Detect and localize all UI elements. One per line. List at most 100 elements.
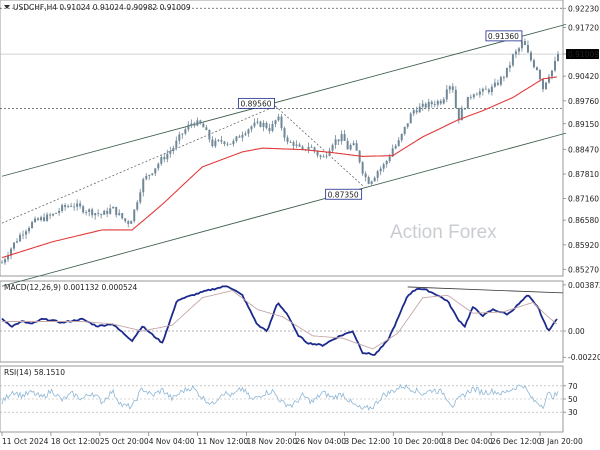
candle-body: [547, 76, 550, 83]
candle-body: [538, 69, 541, 80]
candle: [253, 118, 256, 129]
candle: [433, 100, 436, 108]
main-panel-frame: [0, 0, 564, 277]
candle: [259, 120, 262, 128]
candle: [217, 139, 220, 143]
candle-body: [490, 86, 493, 93]
candle-body: [493, 82, 496, 87]
candle: [502, 75, 505, 82]
candle-body: [283, 128, 286, 138]
candle-body: [154, 168, 157, 174]
candle-body: [10, 248, 13, 256]
candle-body: [202, 123, 205, 128]
candle: [295, 140, 298, 148]
candle-body: [127, 221, 130, 224]
candle-body: [439, 101, 442, 104]
candle: [379, 166, 382, 176]
candle: [82, 204, 85, 214]
candle-body: [85, 211, 88, 213]
candle: [403, 126, 406, 136]
candle-body: [82, 206, 85, 213]
candle: [508, 61, 511, 73]
candle-body: [217, 139, 220, 141]
candle: [289, 140, 292, 143]
candle: [85, 210, 88, 216]
candle: [172, 145, 175, 155]
candle: [130, 220, 133, 224]
candle: [355, 140, 358, 151]
main-price-layer: 0.89560 0.87350 0.91360: [0, 7, 567, 287]
candle: [196, 117, 199, 127]
x-tick-label: 11 Oct 2024: [2, 437, 49, 446]
candle-body: [205, 127, 208, 131]
candle-body: [115, 206, 118, 216]
current-price-label: 0.91009: [568, 50, 599, 59]
candle: [88, 208, 91, 217]
candle-body: [208, 130, 211, 140]
candle-body: [274, 120, 277, 124]
candle-body: [445, 89, 448, 100]
rsi-tick-label: 30: [568, 408, 578, 417]
candle-body: [415, 110, 418, 113]
candle-body: [541, 79, 544, 90]
channel-line-0: [1, 23, 567, 177]
candle-body: [13, 242, 16, 249]
candle-body: [148, 174, 151, 176]
candle-body: [451, 86, 454, 90]
candle-body: [370, 181, 373, 184]
candle-body: [289, 141, 292, 143]
y-tick-label: 0.85920: [568, 241, 599, 250]
candle: [274, 119, 277, 128]
candle-body: [37, 218, 40, 221]
annotation-box: [325, 188, 363, 200]
candle-body: [25, 231, 28, 235]
current-price-box: [566, 49, 599, 60]
y-tick-label: 0.89760: [568, 97, 599, 106]
candle: [136, 200, 139, 212]
candle-body: [433, 104, 436, 105]
candle-body: [529, 52, 532, 61]
candle-body: [457, 107, 460, 121]
candle-body: [238, 136, 241, 138]
candle: [445, 84, 448, 103]
candle-body: [97, 213, 100, 214]
candle-body: [301, 146, 304, 150]
candle-body: [466, 96, 469, 109]
candle-body: [100, 213, 103, 215]
candle: [538, 68, 541, 82]
candle: [127, 219, 130, 228]
candles-group: [1, 37, 559, 265]
candle-body: [169, 151, 172, 154]
candle-body: [136, 202, 139, 210]
candle-body: [94, 213, 97, 216]
candle: [118, 209, 121, 216]
candle-body: [514, 51, 517, 55]
candle: [91, 207, 94, 218]
candle: [352, 140, 355, 146]
candle-body: [295, 144, 298, 146]
candle-body: [400, 133, 403, 141]
candle-body: [280, 116, 283, 129]
candle: [199, 119, 202, 125]
candle-body: [307, 146, 310, 150]
collapse-triangle-icon[interactable]: [4, 5, 10, 9]
candle: [67, 204, 70, 209]
candle: [220, 135, 223, 145]
candle: [28, 226, 31, 234]
x-tick-label: 10 Dec 20:00: [393, 437, 444, 446]
candle-body: [460, 108, 463, 121]
candle: [343, 129, 346, 141]
candle-body: [76, 203, 79, 207]
candle-body: [382, 164, 385, 169]
candle: [553, 56, 556, 73]
symbol-title: USDCHF,H4 0.91024 0.91024 0.90982 0.9100…: [13, 3, 191, 12]
candle-body: [478, 91, 481, 95]
candle: [61, 203, 64, 213]
candle: [436, 99, 439, 108]
candle: [544, 82, 547, 90]
candle: [22, 230, 25, 240]
candle: [331, 143, 334, 153]
candle-body: [508, 65, 511, 68]
x-tick-label: 18 Dec 04:00: [442, 437, 493, 446]
candle: [103, 209, 106, 215]
